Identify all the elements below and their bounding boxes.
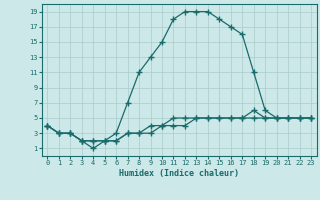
X-axis label: Humidex (Indice chaleur): Humidex (Indice chaleur) — [119, 169, 239, 178]
